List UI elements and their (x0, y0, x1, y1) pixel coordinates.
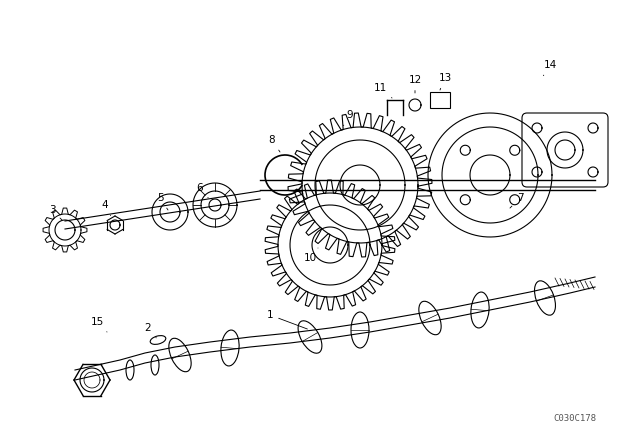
Text: 4: 4 (102, 200, 111, 215)
Text: 6: 6 (196, 183, 208, 198)
Text: 10: 10 (303, 248, 318, 263)
Text: 7: 7 (510, 193, 524, 208)
Text: 13: 13 (438, 73, 452, 90)
Text: 2: 2 (145, 323, 156, 338)
Bar (430, 92, 450, 108)
Text: 8: 8 (269, 135, 280, 152)
Text: 12: 12 (408, 75, 422, 93)
Text: 1: 1 (267, 310, 307, 329)
Text: 3: 3 (49, 205, 62, 220)
Text: C030C178: C030C178 (554, 414, 596, 422)
Text: 11: 11 (373, 83, 392, 98)
Text: 5: 5 (157, 193, 168, 210)
Text: 15: 15 (90, 317, 107, 332)
Text: 14: 14 (543, 60, 557, 76)
Text: 9: 9 (344, 110, 353, 125)
